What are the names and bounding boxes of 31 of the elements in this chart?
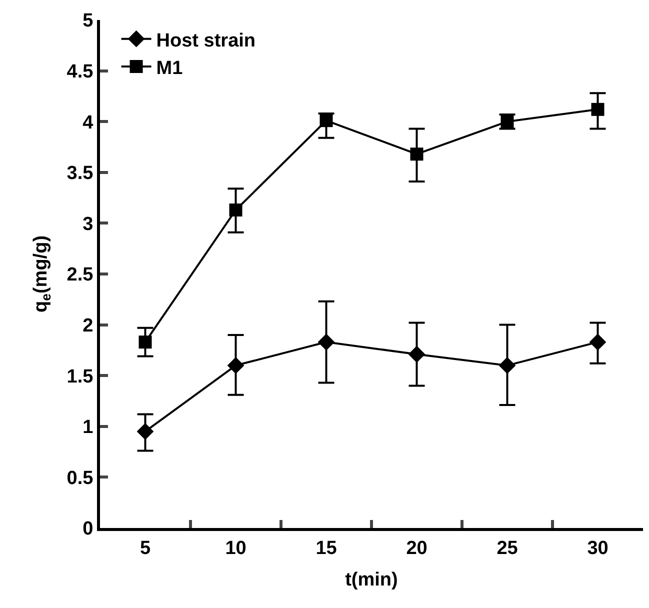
y-tick-label: 1 [82,417,94,438]
x-tick-label: 15 [316,538,338,559]
point [408,346,426,363]
x-tick-label: 10 [225,538,246,559]
y-tick-label: 1.5 [66,366,94,388]
y-tick-label: 5 [82,10,94,32]
x-tick-label: 25 [496,538,518,559]
x-axis-title: t(min) [345,570,398,591]
point [318,334,335,351]
point [229,203,242,216]
point [410,148,424,161]
point [136,423,154,440]
y-tick-label: 2 [82,315,94,336]
legend-label: Host strain [156,30,256,52]
y-tick-label: 3.5 [66,163,94,184]
point [591,102,604,116]
y-tick-label: 3 [82,214,94,235]
y-tick-label: 4.5 [66,61,94,82]
point [227,356,244,374]
point [138,336,152,349]
point [498,356,516,374]
x-tick-label: 30 [587,538,608,559]
x-tick-label: 20 [406,538,428,559]
legend-label: M1 [156,58,184,79]
x-tick-label: 5 [140,538,151,559]
y-tick-label: 0.5 [66,468,94,489]
point [589,334,606,351]
y-tick-label: 4 [82,112,94,134]
point [320,114,333,128]
y-tick-label: 0 [82,518,94,540]
y-tick-label: 2.5 [66,264,94,286]
